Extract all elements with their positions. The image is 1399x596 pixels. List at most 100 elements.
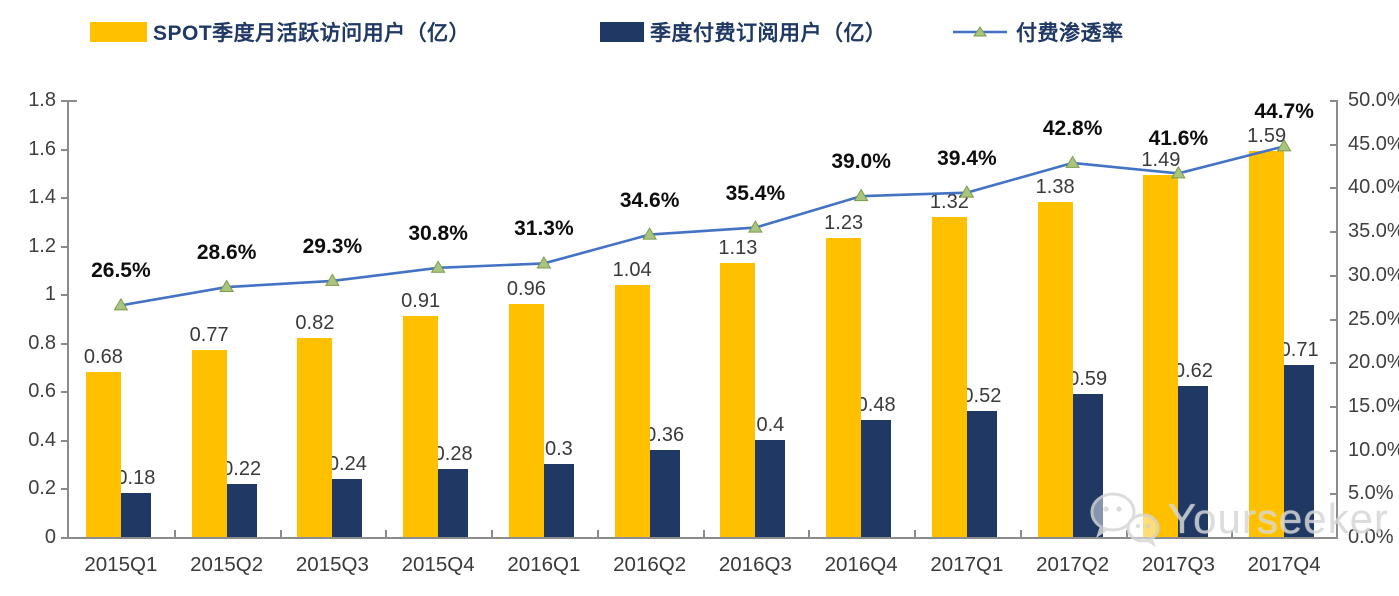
penetration-marker-icon xyxy=(747,220,763,233)
x-axis-tick xyxy=(491,530,493,537)
penetration-marker-icon xyxy=(430,260,446,273)
left-axis-tick xyxy=(61,197,68,200)
bar-label-mau: 1.38 xyxy=(1035,175,1075,198)
bar-label-subs: 0.36 xyxy=(645,423,685,446)
bar-mau xyxy=(614,284,650,537)
x-axis-label: 2016Q1 xyxy=(507,553,581,576)
x-axis-label: 2017Q1 xyxy=(930,553,1004,576)
x-axis-label: 2017Q3 xyxy=(1141,553,1215,576)
bar-label-mau: 0.68 xyxy=(83,345,123,368)
right-axis-line xyxy=(1336,100,1338,537)
x-axis-tick xyxy=(702,530,705,537)
bar-label-mau: 1.13 xyxy=(718,236,758,259)
right-axis-tick xyxy=(1330,405,1337,408)
right-axis-tick xyxy=(1330,362,1337,365)
left-axis-tick xyxy=(61,148,68,151)
bar-mau xyxy=(297,337,333,537)
bar-mau xyxy=(1249,150,1285,537)
bar-mau xyxy=(826,238,862,537)
bar-label-subs: 0.71 xyxy=(1279,338,1319,361)
bar-mau xyxy=(1143,175,1179,537)
legend-label-mau: SPOT季度月活跃访问用户（亿） xyxy=(153,22,471,45)
bar-subs xyxy=(332,478,363,537)
penetration-marker-icon xyxy=(324,273,340,286)
left-axis-tick-label: 1.8 xyxy=(28,89,56,111)
left-axis-tick-label: 1.6 xyxy=(28,137,56,160)
legend-line-marker-icon xyxy=(952,24,1008,40)
penetration-label: 26.5% xyxy=(91,259,151,283)
legend-swatch-mau-icon xyxy=(90,22,147,42)
x-axis-tick xyxy=(1125,530,1128,537)
bar-label-subs: 0.62 xyxy=(1173,360,1213,383)
x-axis-tick xyxy=(173,530,176,537)
bar-mau xyxy=(1037,201,1073,537)
x-axis-tick xyxy=(385,530,388,537)
bar-label-mau: 0.96 xyxy=(506,277,546,300)
left-axis-tick-label: 0.8 xyxy=(28,331,56,354)
left-axis-tick-label: 0.4 xyxy=(28,428,56,451)
left-axis-line xyxy=(67,100,69,537)
legend: SPOT季度月活跃访问用户（亿） 季度付费订阅用户（亿） 付费渗透率 xyxy=(0,0,1399,60)
right-axis-tick-label: 35.0% xyxy=(1348,220,1399,243)
left-axis-tick-label: 0.2 xyxy=(28,477,56,500)
penetration-label: 31.3% xyxy=(514,217,574,241)
right-axis-tick-label: 45.0% xyxy=(1348,132,1399,155)
right-axis-tick-label: 20.0% xyxy=(1348,351,1399,374)
x-axis-label: 2017Q2 xyxy=(1036,553,1110,576)
bar-label-mau: 1.32 xyxy=(929,190,969,213)
left-axis-tick xyxy=(61,342,68,345)
bar-label-mau: 0.77 xyxy=(189,324,229,347)
bar-label-subs: 0.18 xyxy=(116,467,156,490)
bar-subs xyxy=(543,464,574,537)
penetration-label: 29.3% xyxy=(302,234,363,258)
penetration-label: 39.0% xyxy=(831,150,891,174)
x-axis-label: 2015Q1 xyxy=(84,553,158,576)
bar-label-subs: 0.28 xyxy=(433,443,473,466)
legend-item-penetration: 付费渗透率 xyxy=(952,20,1124,45)
bar-label-subs: 0.48 xyxy=(856,394,896,417)
right-axis-tick-label: 25.0% xyxy=(1348,307,1399,330)
legend-item-subs: 季度付费订阅用户（亿） xyxy=(600,20,887,45)
watermark: Yourseeker xyxy=(1086,488,1389,550)
left-axis-tick xyxy=(61,488,68,491)
bar-subs xyxy=(438,469,469,537)
penetration-label: 41.6% xyxy=(1148,127,1209,151)
right-axis-tick-label: 50.0% xyxy=(1348,89,1399,111)
x-axis-tick xyxy=(914,530,916,537)
penetration-marker-icon xyxy=(536,255,552,269)
bar-label-subs: 0.4 xyxy=(756,413,785,436)
x-axis-label: 2015Q3 xyxy=(295,553,369,576)
legend-label-penetration: 付费渗透率 xyxy=(1016,22,1124,45)
right-axis-tick-label: 10.0% xyxy=(1348,438,1399,461)
left-axis-tick-label: 1.4 xyxy=(28,186,56,209)
left-axis-tick xyxy=(61,537,68,539)
wechat-chat-bubbles-icon xyxy=(1090,492,1160,547)
penetration-marker-icon xyxy=(853,188,869,202)
x-axis-tick xyxy=(1019,530,1022,537)
penetration-marker-icon xyxy=(1065,155,1081,168)
left-axis-top-cap xyxy=(68,100,77,102)
legend-swatch-subs-icon xyxy=(600,22,644,42)
bar-mau xyxy=(85,371,121,537)
right-axis-tick xyxy=(1330,537,1337,539)
penetration-label: 35.4% xyxy=(725,181,786,205)
bar-label-subs: 0.3 xyxy=(544,438,573,461)
right-axis-tick xyxy=(1330,100,1337,102)
penetration-label: 44.7% xyxy=(1254,100,1314,124)
x-axis-label: 2016Q2 xyxy=(613,553,687,576)
x-axis-label: 2016Q3 xyxy=(718,553,792,576)
bar-label-mau: 1.59 xyxy=(1247,124,1287,147)
right-axis-tick-label: 40.0% xyxy=(1348,176,1399,199)
right-axis-tick-label: 0.0% xyxy=(1348,526,1394,548)
left-axis-tick xyxy=(61,100,68,102)
left-axis-tick-label: 1 xyxy=(44,283,56,306)
bar-subs xyxy=(1072,393,1103,537)
bar-label-subs: 0.24 xyxy=(327,452,367,475)
bar-subs xyxy=(861,420,892,537)
penetration-marker-icon xyxy=(219,279,235,293)
left-axis-tick xyxy=(61,294,68,297)
bar-label-mau: 0.82 xyxy=(295,311,335,334)
bar-mau xyxy=(720,262,756,537)
right-axis-tick-label: 5.0% xyxy=(1348,482,1394,505)
right-axis-tick-label: 30.0% xyxy=(1348,263,1399,286)
